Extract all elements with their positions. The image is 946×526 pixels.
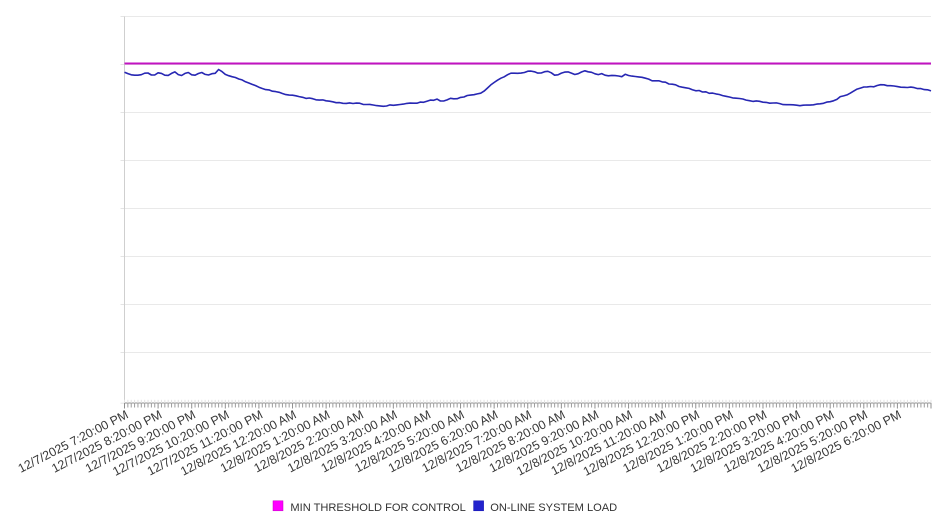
svg-text:MIN THRESHOLD FOR CONTROL: MIN THRESHOLD FOR CONTROL — [290, 502, 465, 514]
svg-text:ON-LINE SYSTEM LOAD: ON-LINE SYSTEM LOAD — [490, 502, 617, 514]
